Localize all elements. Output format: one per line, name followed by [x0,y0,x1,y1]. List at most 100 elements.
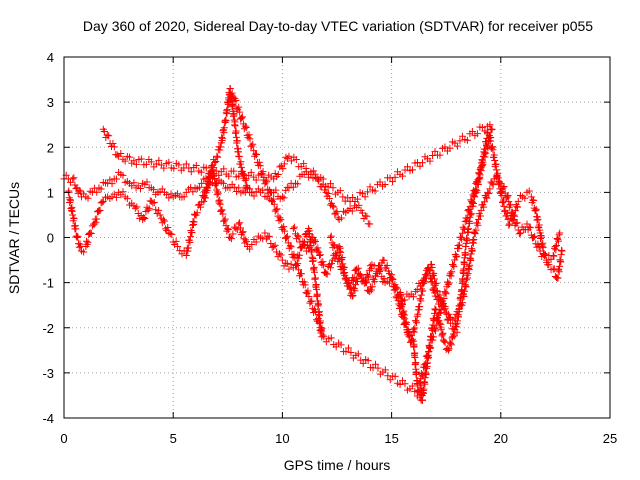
data-point-outliers [314,177,322,185]
data-point-track-D [430,269,438,277]
data-point-track-D [316,252,324,260]
data-point-track-B [164,224,172,232]
data-point-track-A [280,194,288,202]
data-point-track-F [543,256,551,264]
data-point-outliers [463,136,471,144]
data-point-outliers [113,151,121,159]
data-point-track-F [547,255,555,263]
data-point-track-B [236,224,244,232]
data-point-outliers [487,126,495,134]
data-point-track-F [396,289,404,297]
data-point-track-A [67,178,75,186]
data-point-outliers [420,363,428,371]
data-point-track-F [463,276,471,284]
data-point-track-F [500,183,508,191]
data-point-track-F [425,265,433,273]
data-point-track-C [211,158,219,166]
data-point-outliers [424,348,432,356]
data-point-outliers [404,163,412,171]
data-point-track-B [216,196,224,204]
data-point-outliers [438,298,446,306]
data-point-track-B [222,222,230,230]
data-point-outliers [288,251,296,259]
data-point-outliers [480,153,488,161]
data-point-track-F [347,284,355,292]
data-point-track-E [525,187,533,195]
data-point-outliers [237,115,245,123]
data-point-outliers [228,89,236,97]
data-point-outliers [302,289,310,297]
data-point-track-D [295,233,303,241]
data-point-outliers [322,338,330,346]
data-point-track-E [463,236,471,244]
y-tick-label: 0 [47,231,54,246]
data-point-track-B [248,240,256,248]
data-point-track-E [412,359,420,366]
data-point-track-A [235,184,243,192]
data-point-track-B [217,206,225,214]
data-point-track-D [336,247,344,255]
data-point-outliers [319,175,327,183]
data-point-outliers [473,130,481,138]
y-tick-label: 1 [47,185,54,200]
data-point-outliers [126,153,134,161]
data-point-track-E [505,221,513,229]
data-point-track-D [356,271,364,279]
data-point-track-D [416,302,424,310]
data-point-track-F [354,264,362,272]
data-point-track-F [419,277,427,285]
data-point-track-F [346,283,354,291]
data-point-outliers [298,277,306,285]
data-point-track-A [233,187,241,195]
data-point-outliers [454,242,462,250]
data-point-track-B [311,274,319,282]
data-point-track-A [250,192,258,200]
data-point-track-F [431,289,439,297]
data-point-outliers [257,169,265,177]
data-point-track-D [408,337,416,345]
data-point-track-B [188,229,196,237]
data-point-outliers [381,180,389,188]
data-point-track-B [141,214,149,222]
data-point-track-A [329,202,337,210]
data-point-track-D [328,260,336,268]
x-tick-label: 0 [60,431,67,446]
data-point-track-B [83,237,91,245]
data-point-outliers [347,348,355,356]
data-point-outliers [376,178,384,186]
data-point-outliers [292,156,300,164]
data-point-track-B [133,203,141,211]
data-point-track-D [436,291,444,299]
data-point-track-A [348,207,356,215]
data-point-track-F [556,229,564,237]
data-point-outliers [247,168,255,176]
data-point-outliers [265,189,273,197]
data-point-track-B [224,225,232,233]
data-point-track-F [497,179,505,187]
data-point-track-F [455,308,463,316]
data-point-track-A [278,193,286,201]
data-point-track-F [461,287,469,295]
data-point-track-B [86,229,94,237]
data-point-track-F [550,252,558,260]
data-point-track-A [363,212,371,220]
data-point-track-F [401,296,409,304]
y-tick-label: 2 [47,140,54,155]
data-point-track-D [311,236,319,244]
data-point-outliers [386,174,394,182]
data-point-track-F [333,252,341,260]
data-point-track-F [504,192,512,200]
data-point-track-B [273,248,281,256]
data-point-track-F [513,219,521,227]
data-point-track-C [231,122,239,130]
data-point-track-B [72,225,80,233]
data-point-outliers [207,168,215,176]
data-point-track-A [198,179,206,187]
data-point-outliers [313,317,321,325]
data-point-track-E [440,337,448,345]
data-point-outliers [436,308,444,316]
data-point-outliers [271,170,279,178]
data-point-outliers [453,252,461,260]
data-point-track-D [323,270,331,278]
data-point-outliers [182,160,190,168]
